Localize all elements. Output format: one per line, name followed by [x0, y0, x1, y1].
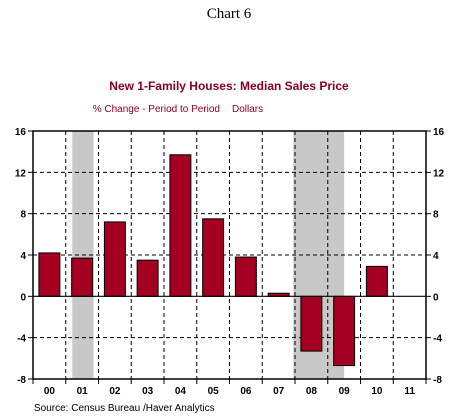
y-tick-label-left-0: -8 — [17, 375, 26, 386]
x-tick-label-01: 01 — [77, 386, 89, 397]
bar-05 — [202, 218, 225, 297]
x-tick-label-04: 04 — [175, 386, 187, 397]
x-tick-label-06: 06 — [240, 386, 252, 397]
y-tick-label-left-6: 16 — [15, 127, 27, 138]
y-tick-label-right-1: -4 — [433, 334, 442, 345]
x-tick-label-11: 11 — [404, 386, 415, 397]
bar-02 — [103, 221, 126, 297]
y-tick-label-left-1: -4 — [17, 334, 26, 345]
bar-00 — [38, 252, 61, 297]
source-note: Source: Census Bureau /Haver Analytics — [34, 403, 215, 414]
chart-title: New 1-Family Houses: Median Sales Price — [109, 79, 349, 93]
x-tick-label-09: 09 — [339, 386, 351, 397]
y-tick-label-right-5: 12 — [433, 168, 445, 179]
bar-10 — [365, 265, 388, 297]
bar-08 — [300, 295, 323, 352]
x-tick-label-00: 00 — [44, 386, 56, 397]
gridlines — [33, 131, 426, 379]
x-tick-label-10: 10 — [371, 386, 383, 397]
chart-header: Chart 6 — [207, 6, 252, 22]
y-tick-label-left-5: 12 — [15, 168, 27, 179]
x-tick-label-07: 07 — [273, 386, 285, 397]
y-tick-label-right-2: 0 — [433, 292, 439, 303]
axes — [28, 130, 431, 384]
bar-06 — [234, 256, 257, 297]
y-tick-label-left-2: 0 — [20, 292, 26, 303]
x-tick-label-05: 05 — [208, 386, 220, 397]
y-tick-label-right-3: 4 — [433, 251, 439, 262]
y-tick-label-left-4: 8 — [20, 210, 26, 221]
chart-subtitle-left: % Change - Period to Period — [93, 104, 220, 115]
y-tick-label-right-0: -8 — [433, 375, 442, 386]
x-tick-label-03: 03 — [142, 386, 154, 397]
bar-01 — [71, 257, 94, 297]
y-tick-label-left-3: 4 — [20, 251, 26, 262]
chart-subtitle-right: Dollars — [232, 104, 263, 115]
bar-03 — [136, 259, 159, 297]
x-tick-label-02: 02 — [109, 386, 121, 397]
y-tick-label-right-4: 8 — [433, 210, 439, 221]
bar-09 — [333, 295, 356, 367]
bar-04 — [169, 154, 192, 297]
y-tick-label-right-6: 16 — [433, 127, 445, 138]
x-tick-label-08: 08 — [306, 386, 318, 397]
